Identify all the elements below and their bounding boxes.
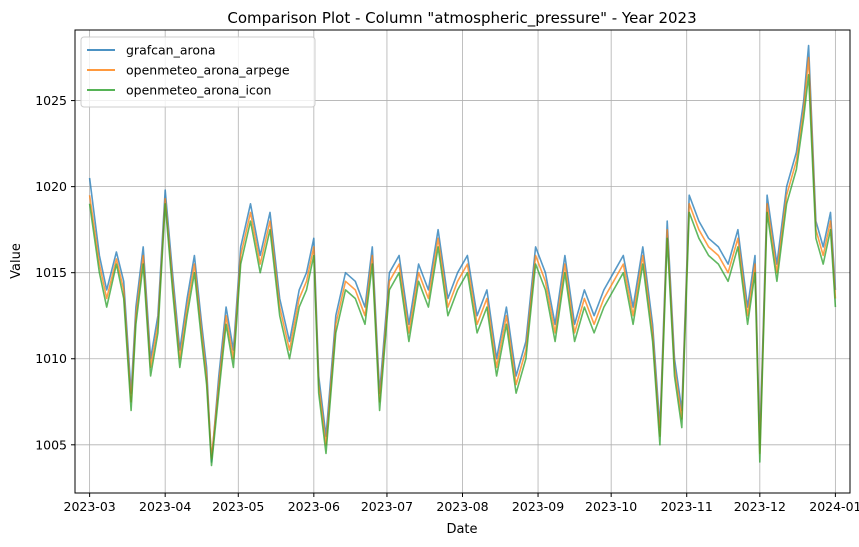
x-axis: 2023-03 2023-04 2023-05 2023-06 2023-07 2023-… (64, 493, 859, 514)
x-tick-label: 2023-07 (361, 499, 413, 514)
y-axis: 1005 1010 1015 1020 1025 (35, 93, 75, 452)
series-layer (88, 44, 837, 467)
y-tick-label: 1015 (35, 265, 67, 280)
y-tick-label: 1005 (35, 437, 67, 452)
chart-title: Comparison Plot - Column "atmospheric_pr… (227, 9, 696, 28)
x-tick-label: 2023-09 (512, 499, 564, 514)
y-axis-label: Value (9, 243, 24, 279)
legend-label: openmeteo_arona_arpege (126, 63, 290, 78)
x-tick-label: 2023-04 (139, 499, 191, 514)
y-tick-label: 1025 (35, 93, 67, 108)
series-line-openmeteo-arona-icon (88, 74, 837, 467)
series-line-grafcan-arona (88, 44, 837, 463)
y-tick-label: 1010 (35, 351, 67, 366)
x-tick-label: 2023-12 (734, 499, 786, 514)
x-axis-label: Date (446, 522, 477, 537)
x-tick-label: 2023-10 (585, 499, 637, 514)
y-tick-label: 1020 (35, 179, 67, 194)
x-tick-label: 2023-03 (64, 499, 116, 514)
x-tick-label: 2023-06 (288, 499, 340, 514)
legend: grafcan_arona openmeteo_arona_arpegeopenm… (80, 36, 316, 108)
legend-label: grafcan_arona (126, 43, 216, 58)
x-tick-label: 2023-08 (436, 499, 488, 514)
x-tick-label: 2023-05 (212, 499, 264, 514)
x-tick-label: 2024-01 (809, 499, 859, 514)
legend-box (80, 36, 316, 108)
legend-label: openmeteo_arona_icon (126, 83, 271, 98)
x-tick-label: 2023-11 (661, 499, 713, 514)
series-line-openmeteo-arona-arpege (88, 56, 837, 460)
